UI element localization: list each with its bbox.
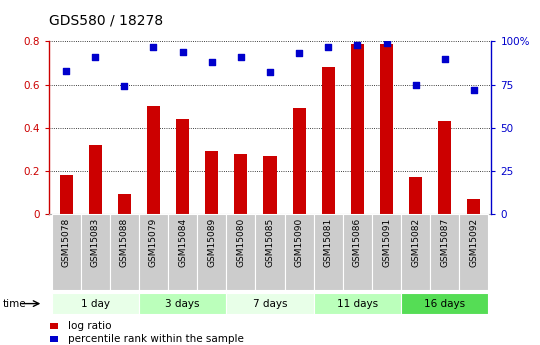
Bar — [226, 214, 255, 290]
Text: 11 days: 11 days — [337, 299, 378, 308]
Bar — [89, 145, 102, 214]
Text: percentile rank within the sample: percentile rank within the sample — [68, 334, 244, 344]
Text: log ratio: log ratio — [68, 321, 111, 331]
Point — [411, 82, 420, 87]
Text: GDS580 / 18278: GDS580 / 18278 — [49, 13, 163, 28]
Bar — [168, 214, 197, 290]
Bar — [147, 106, 160, 214]
Point — [178, 49, 187, 55]
Bar — [401, 214, 430, 290]
Text: GSM15084: GSM15084 — [178, 218, 187, 267]
Bar — [205, 151, 218, 214]
Text: 1 day: 1 day — [80, 299, 110, 308]
Bar — [139, 293, 226, 314]
Text: GSM15088: GSM15088 — [120, 218, 129, 267]
Bar — [264, 156, 276, 214]
Bar — [51, 293, 139, 314]
Text: 3 days: 3 days — [165, 299, 200, 308]
Bar — [460, 214, 489, 290]
Bar — [351, 43, 364, 214]
Bar — [255, 214, 285, 290]
Bar — [197, 214, 226, 290]
Bar — [234, 154, 247, 214]
Point — [266, 70, 274, 75]
Bar — [343, 214, 372, 290]
Bar — [438, 121, 451, 214]
Point — [295, 51, 303, 56]
Bar — [467, 199, 481, 214]
Text: GSM15082: GSM15082 — [411, 218, 420, 267]
Text: 16 days: 16 days — [424, 299, 465, 308]
Bar — [285, 214, 314, 290]
Bar — [314, 293, 401, 314]
Bar — [50, 336, 58, 342]
Text: GSM15089: GSM15089 — [207, 218, 216, 267]
Text: GSM15079: GSM15079 — [149, 218, 158, 267]
Bar — [51, 214, 80, 290]
Text: GSM15090: GSM15090 — [295, 218, 303, 267]
Bar — [380, 43, 393, 214]
Point — [470, 87, 478, 92]
Point — [441, 56, 449, 61]
Bar — [430, 214, 460, 290]
Text: 7 days: 7 days — [253, 299, 287, 308]
Bar — [176, 119, 189, 214]
Bar — [139, 214, 168, 290]
Point — [120, 83, 129, 89]
Text: time: time — [3, 299, 26, 308]
Point — [237, 54, 245, 60]
Point — [207, 59, 216, 65]
Bar — [118, 195, 131, 214]
Point — [62, 68, 70, 73]
Text: GSM15078: GSM15078 — [62, 218, 71, 267]
Bar — [401, 293, 489, 314]
Point — [382, 40, 391, 46]
Bar — [59, 175, 73, 214]
Text: GSM15083: GSM15083 — [91, 218, 100, 267]
Bar — [110, 214, 139, 290]
Text: GSM15092: GSM15092 — [469, 218, 478, 267]
Point — [353, 42, 362, 48]
Text: GSM15087: GSM15087 — [440, 218, 449, 267]
Bar — [293, 108, 306, 214]
Bar — [322, 67, 335, 214]
Text: GSM15080: GSM15080 — [237, 218, 245, 267]
Bar — [314, 214, 343, 290]
Text: GSM15086: GSM15086 — [353, 218, 362, 267]
Text: GSM15085: GSM15085 — [266, 218, 274, 267]
Bar — [409, 177, 422, 214]
Bar — [50, 323, 58, 329]
Bar — [80, 214, 110, 290]
Point — [91, 54, 99, 60]
Bar — [372, 214, 401, 290]
Text: GSM15091: GSM15091 — [382, 218, 391, 267]
Bar — [226, 293, 314, 314]
Point — [324, 44, 333, 49]
Text: GSM15081: GSM15081 — [324, 218, 333, 267]
Point — [149, 44, 158, 49]
